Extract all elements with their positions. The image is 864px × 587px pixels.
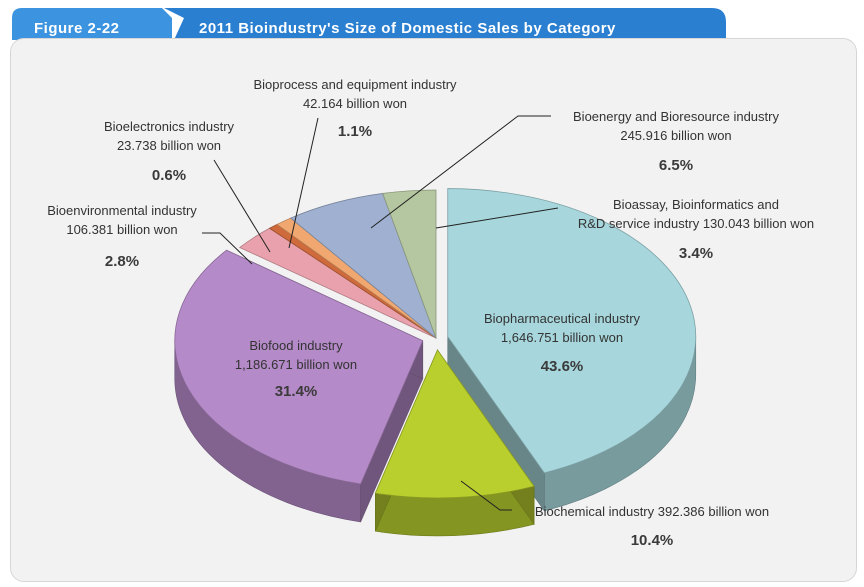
slice-percent-bioprocess-and-equipment-industry: 1.1% bbox=[338, 123, 372, 140]
slice-label-bioprocess-and-equipment-industry-line-1: 42.164 billion won bbox=[303, 96, 407, 111]
slice-label-bioelectronics-industry-line-0: Bioelectronics industry bbox=[104, 119, 235, 134]
slice-label-bioenergy-and-bioresource-industry-line-0: Bioenergy and Bioresource industry bbox=[573, 109, 779, 124]
slice-label-bioenvironmental-industry-line-1: 106.381 billion won bbox=[66, 222, 177, 237]
slice-label-bioassay-bioinformatics-and-r-d-service-industry-line-1: R&D service industry 130.043 billion won bbox=[578, 216, 814, 231]
slice-label-biopharmaceutical-industry-line-1: 1,646.751 billion won bbox=[501, 330, 623, 345]
slice-percent-biochemical-industry: 10.4% bbox=[631, 532, 674, 549]
leader-line-biochemical-industry bbox=[460, 480, 512, 511]
figure-header: Figure 2-22 2011 Bioindustry's Size of D… bbox=[12, 8, 726, 40]
slice-label-bioenergy-and-bioresource-industry-line-1: 245.916 billion won bbox=[620, 128, 731, 143]
slice-label-biofood-industry-line-0: Biofood industry bbox=[249, 338, 343, 353]
pie-tops bbox=[174, 188, 697, 499]
slice-percent-biofood-industry: 31.4% bbox=[275, 383, 318, 400]
slice-percent-bioenvironmental-industry: 2.8% bbox=[105, 253, 139, 270]
slice-label-biopharmaceutical-industry-line-0: Biopharmaceutical industry bbox=[484, 311, 641, 326]
leader-line-bioenergy-and-bioresource-industry bbox=[370, 115, 551, 229]
slice-percent-bioassay-bioinformatics-and-r-d-service-industry: 3.4% bbox=[679, 245, 713, 262]
slice-label-biofood-industry-line-1: 1,186.671 billion won bbox=[235, 357, 357, 372]
slice-labels: Biopharmaceutical industry 1,646.751 bill… bbox=[47, 77, 814, 549]
slice-label-bioenvironmental-industry-line-0: Bioenvironmental industry bbox=[47, 203, 197, 218]
slice-biopharmaceutical-industry bbox=[447, 188, 697, 474]
slice-label-bioprocess-and-equipment-industry-line-0: Bioprocess and equipment industry bbox=[253, 77, 457, 92]
leader-line-bioprocess-and-equipment-industry bbox=[288, 117, 319, 249]
slice-bioassay-bioinformatics-and-r-d-service-industry bbox=[382, 189, 437, 339]
slice-percent-biopharmaceutical-industry: 43.6% bbox=[541, 358, 584, 375]
slice-biochemical-industry bbox=[374, 349, 535, 499]
slice-label-bioassay-bioinformatics-and-r-d-service-industry-line-0: Bioassay, Bioinformatics and bbox=[613, 197, 779, 212]
slice-percent-bioenergy-and-bioresource-industry: 6.5% bbox=[659, 157, 693, 174]
header-bar-shape bbox=[12, 8, 726, 40]
slice-percent-bioelectronics-industry: 0.6% bbox=[152, 167, 186, 184]
slice-biofood-industry bbox=[174, 249, 424, 485]
slice-label-bioelectronics-industry-line-1: 23.738 billion won bbox=[117, 138, 221, 153]
leader-line-bioenvironmental-industry bbox=[202, 232, 253, 265]
leader-line-bioassay-bioinformatics-and-r-d-service-industry bbox=[435, 207, 559, 229]
figure-label: Figure 2-22 bbox=[34, 20, 120, 37]
leader-line-bioelectronics-industry bbox=[213, 159, 271, 253]
slice-label-biochemical-industry-line-0: Biochemical industry 392.386 billion won bbox=[535, 504, 769, 519]
figure-title: 2011 Bioindustry's Size of Domestic Sale… bbox=[199, 20, 616, 37]
